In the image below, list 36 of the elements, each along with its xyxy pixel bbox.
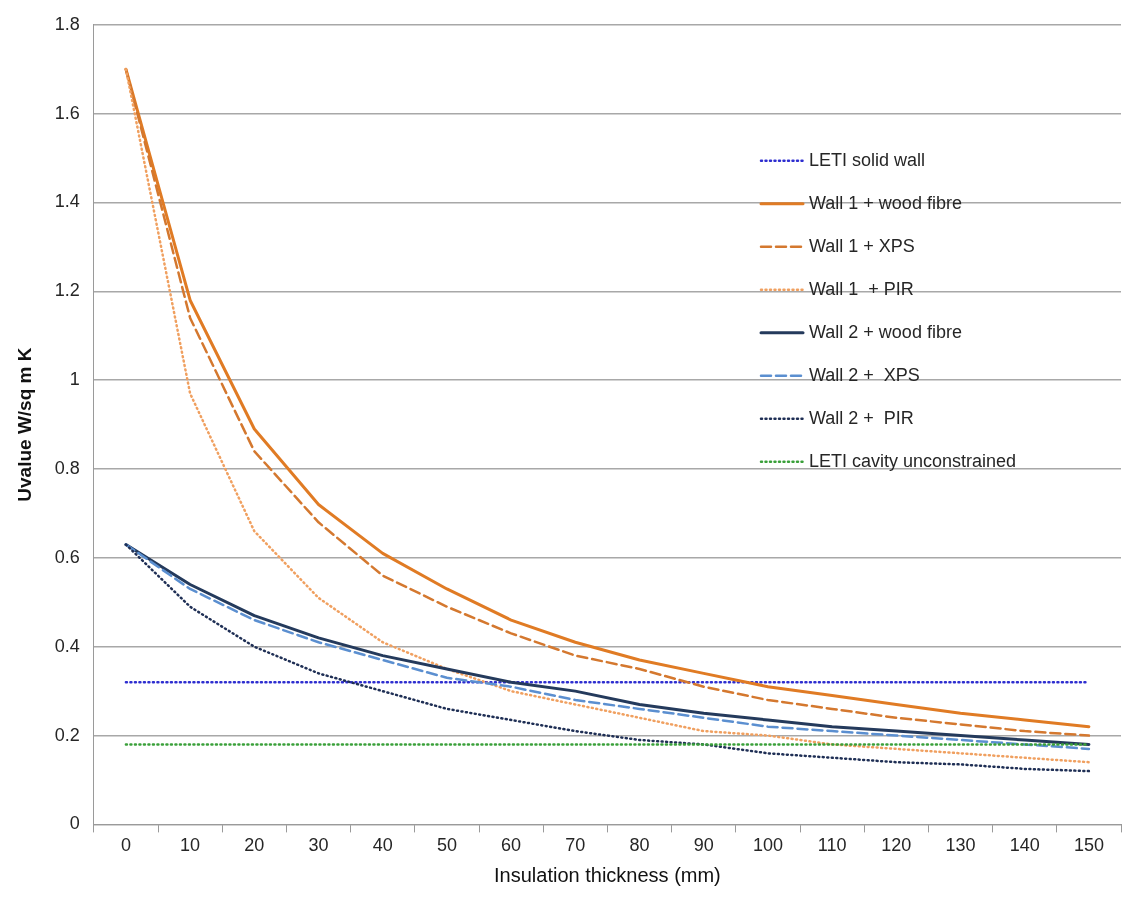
x-tick-label: 90	[693, 835, 714, 856]
y-tick-label: 1.4	[54, 191, 80, 212]
y-tick-label: 0.4	[54, 635, 80, 656]
y-tick-label: 1.6	[54, 102, 80, 123]
x-tick-label: 50	[436, 835, 457, 856]
x-tick-label: 20	[244, 835, 265, 856]
x-tick-label: 80	[629, 835, 650, 856]
x-tick-label: 100	[752, 835, 783, 856]
x-tick-label: 120	[881, 835, 912, 856]
legend-label: Wall 1 + XPS	[809, 235, 915, 256]
y-axis-title: Uvalue W/sq m K	[13, 347, 35, 502]
y-tick-label: 0.8	[54, 457, 80, 478]
y-tick-label: 0.2	[54, 724, 80, 745]
legend-label: Wall 1 + PIR	[809, 278, 914, 299]
y-tick-label: 0.6	[54, 546, 80, 567]
y-tick-label: 0	[69, 813, 80, 834]
x-tick-label: 30	[308, 835, 329, 856]
x-tick-label: 150	[1073, 835, 1104, 856]
y-tick-label: 1	[69, 369, 80, 390]
x-tick-label: 70	[565, 835, 586, 856]
y-tick-label: 1.2	[54, 280, 80, 301]
x-tick-label: 140	[1009, 835, 1040, 856]
legend-label: LETI solid wall	[809, 149, 926, 170]
legend-label: Wall 2 + XPS	[809, 364, 920, 385]
legend-label: Wall 1 + wood fibre	[809, 192, 962, 213]
y-tick-label: 1.8	[54, 13, 80, 34]
legend-label: Wall 2 + wood fibre	[809, 321, 962, 342]
legend-label: LETI cavity unconstrained	[809, 450, 1017, 471]
x-tick-label: 10	[180, 835, 201, 856]
x-tick-label: 110	[817, 835, 847, 856]
x-axis-title: Insulation thickness (mm)	[494, 863, 721, 886]
x-tick-label: 0	[120, 835, 131, 856]
x-tick-label: 60	[501, 835, 522, 856]
x-tick-label: 40	[372, 835, 393, 856]
legend-label: Wall 2 + PIR	[809, 407, 914, 428]
x-tick-label: 130	[945, 835, 976, 856]
